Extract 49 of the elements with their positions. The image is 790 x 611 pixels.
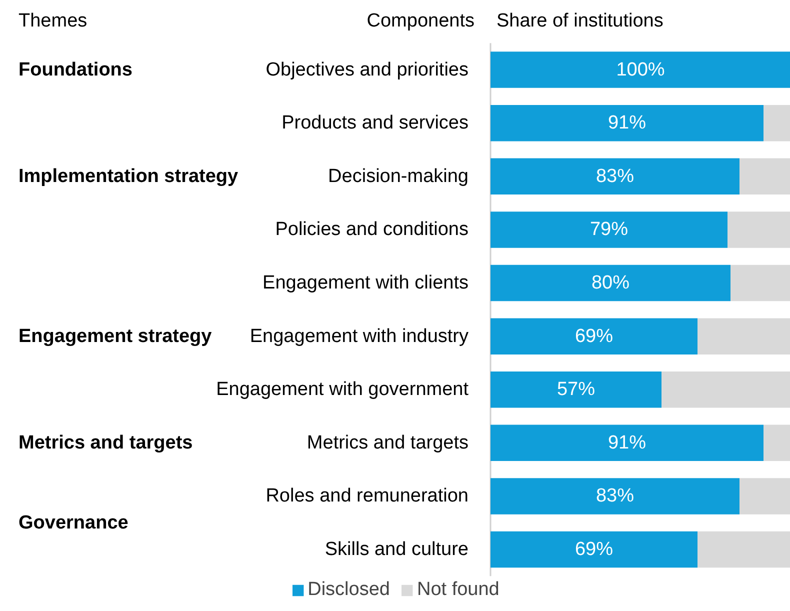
- bar: [490, 52, 790, 88]
- bar: [490, 424, 764, 462]
- y-tick-label: Products and services: [282, 112, 468, 134]
- bar: [490, 371, 662, 408]
- bar: [698, 318, 790, 354]
- y-tick-label: Skills and culture: [324, 539, 468, 560]
- y-tick-label: Metrics and targets: [306, 432, 469, 454]
- data-label: 69%: [574, 539, 614, 560]
- bar: [662, 371, 790, 408]
- chart-title: Share of institutions: [496, 10, 664, 32]
- bar: [490, 104, 764, 142]
- bar: [764, 424, 790, 462]
- y-tick-label: Engagement with clients: [262, 272, 469, 294]
- text: Engagement strategy: [18, 326, 212, 347]
- data-label: 83%: [596, 486, 634, 507]
- data-label: 79%: [590, 219, 628, 240]
- data-label: 91%: [608, 432, 646, 454]
- bar: [730, 264, 790, 302]
- data-label: 69%: [574, 326, 614, 347]
- bar: [740, 158, 790, 195]
- data-label: 91%: [608, 112, 646, 134]
- bar: [728, 212, 790, 248]
- data-label: 83%: [596, 166, 634, 187]
- bar: [740, 478, 790, 514]
- data-label: 57%: [556, 379, 596, 400]
- y-tick-label: Engagement with industry: [250, 326, 469, 347]
- text: Themes: [18, 10, 88, 32]
- bar: [490, 531, 698, 568]
- bar: [490, 212, 728, 248]
- y-axis-title: Components: [366, 10, 475, 32]
- text: Metrics and targets: [18, 432, 193, 454]
- y-tick-label: Objectives and priorities: [266, 59, 469, 80]
- bar: [490, 478, 740, 514]
- legend-label: Not found: [416, 579, 500, 601]
- y-tick-label: Decision-making: [328, 166, 469, 187]
- text: Implementation strategy: [18, 166, 239, 187]
- bar: [490, 318, 698, 354]
- bar: [490, 264, 730, 302]
- bar: [764, 104, 790, 142]
- data-label: 100%: [616, 59, 665, 80]
- text: Foundations: [18, 59, 132, 80]
- data-label: 80%: [591, 272, 630, 294]
- legend-label: Disclosed: [308, 579, 390, 601]
- bar: [698, 531, 790, 568]
- text: Governance: [18, 512, 128, 534]
- bar: [490, 158, 740, 195]
- y-tick-label: Policies and conditions: [275, 219, 469, 240]
- y-tick-label: Roles and remuneration: [266, 486, 469, 507]
- y-tick-label: Engagement with government: [216, 379, 470, 400]
